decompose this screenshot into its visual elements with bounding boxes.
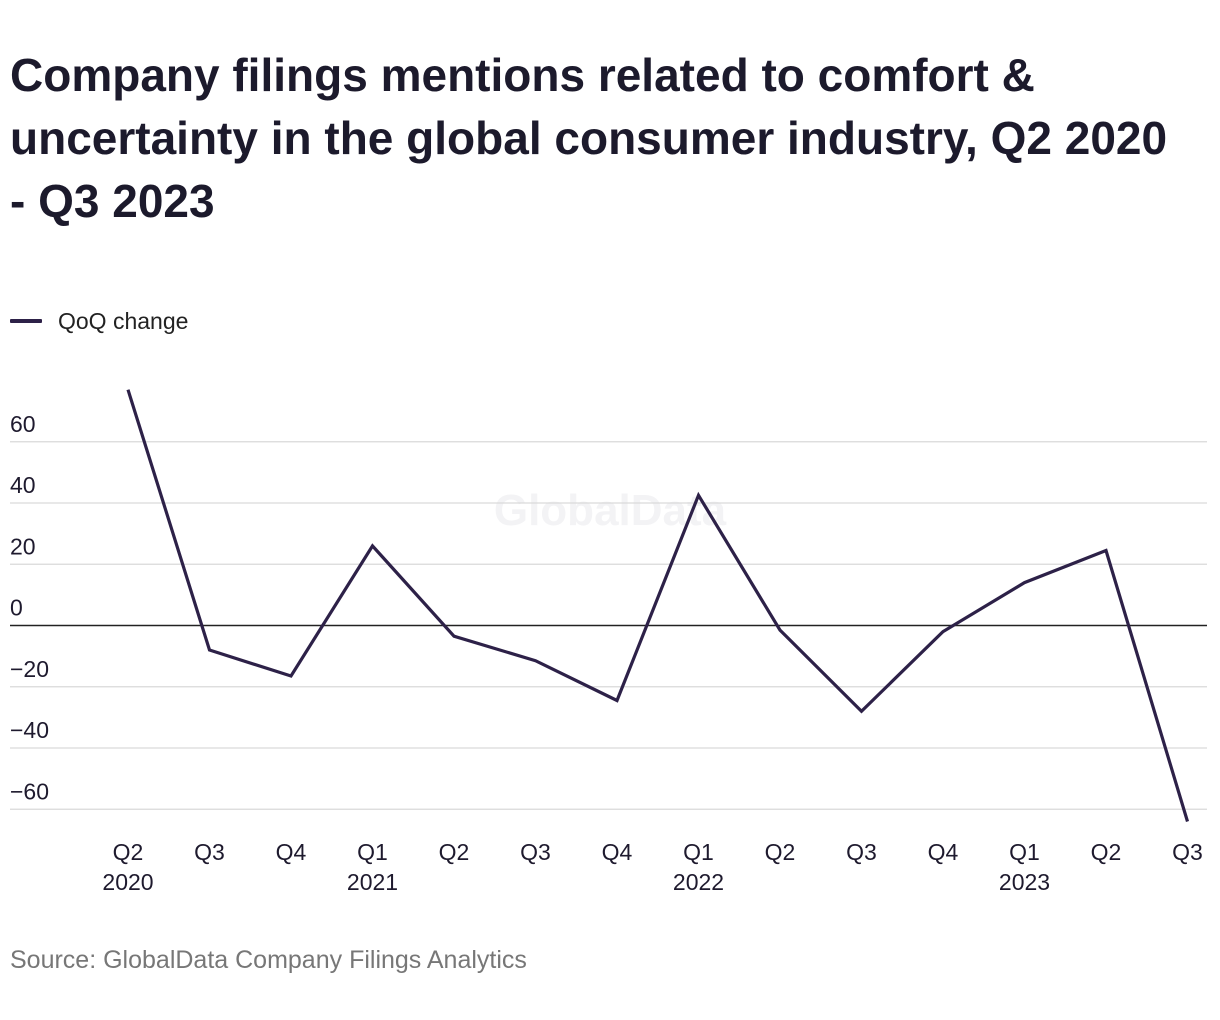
- chart-title: Company filings mentions related to comf…: [10, 49, 1168, 227]
- x-tick-label: Q2: [765, 839, 796, 865]
- series-layer: [126, 389, 1190, 822]
- x-tick-label: Q1: [683, 839, 714, 865]
- legend-label: QoQ change: [58, 307, 189, 334]
- y-tick-label: 20: [10, 533, 36, 559]
- x-tick-label: Q2: [1091, 839, 1122, 865]
- x-tick-label: Q4: [602, 839, 633, 865]
- legend-swatch: [10, 319, 42, 323]
- legend: QoQ change: [10, 306, 188, 336]
- y-tick-label: −20: [10, 656, 49, 682]
- series-line-qoq-change: [126, 389, 1190, 822]
- x-tick-label: Q4: [928, 839, 959, 865]
- x-tick-label: Q3: [846, 839, 877, 865]
- gridlines: [10, 441, 1207, 810]
- x-tick-label: Q3: [520, 839, 551, 865]
- x-axis: Q2 2020 Q3 Q4 Q1 2021 Q2 Q3 Q4 Q1 2022 Q2 Q3 Q4 Q1 2023…: [102, 839, 1202, 895]
- y-tick-label: −40: [10, 717, 49, 743]
- x-tick-label: Q1: [357, 839, 388, 865]
- watermark: GlobalData: [494, 486, 727, 535]
- x-tick-year-label: 2021: [347, 869, 398, 895]
- x-tick-year-label: 2022: [673, 869, 724, 895]
- x-tick-label: Q3: [1172, 839, 1203, 865]
- x-tick-label: Q4: [276, 839, 307, 865]
- y-tick-label: 40: [10, 472, 36, 498]
- x-tick-year-label: 2020: [102, 869, 153, 895]
- source-note: Source: GlobalData Company Filings Analy…: [10, 946, 527, 974]
- y-tick-label: −60: [10, 778, 49, 804]
- line-chart: GlobalData 60 40 20 0 −20 −40 −60 Q2 2020 Q3 Q4 Q1…: [10, 389, 1207, 895]
- x-tick-label: Q2: [439, 839, 470, 865]
- x-tick-label: Q3: [194, 839, 225, 865]
- y-tick-label: 60: [10, 411, 36, 437]
- x-tick-year-label: 2023: [999, 869, 1050, 895]
- x-tick-label: Q2: [113, 839, 144, 865]
- x-tick-label: Q1: [1009, 839, 1040, 865]
- y-tick-label: 0: [10, 595, 23, 621]
- y-axis: 60 40 20 0 −20 −40 −60: [10, 411, 49, 805]
